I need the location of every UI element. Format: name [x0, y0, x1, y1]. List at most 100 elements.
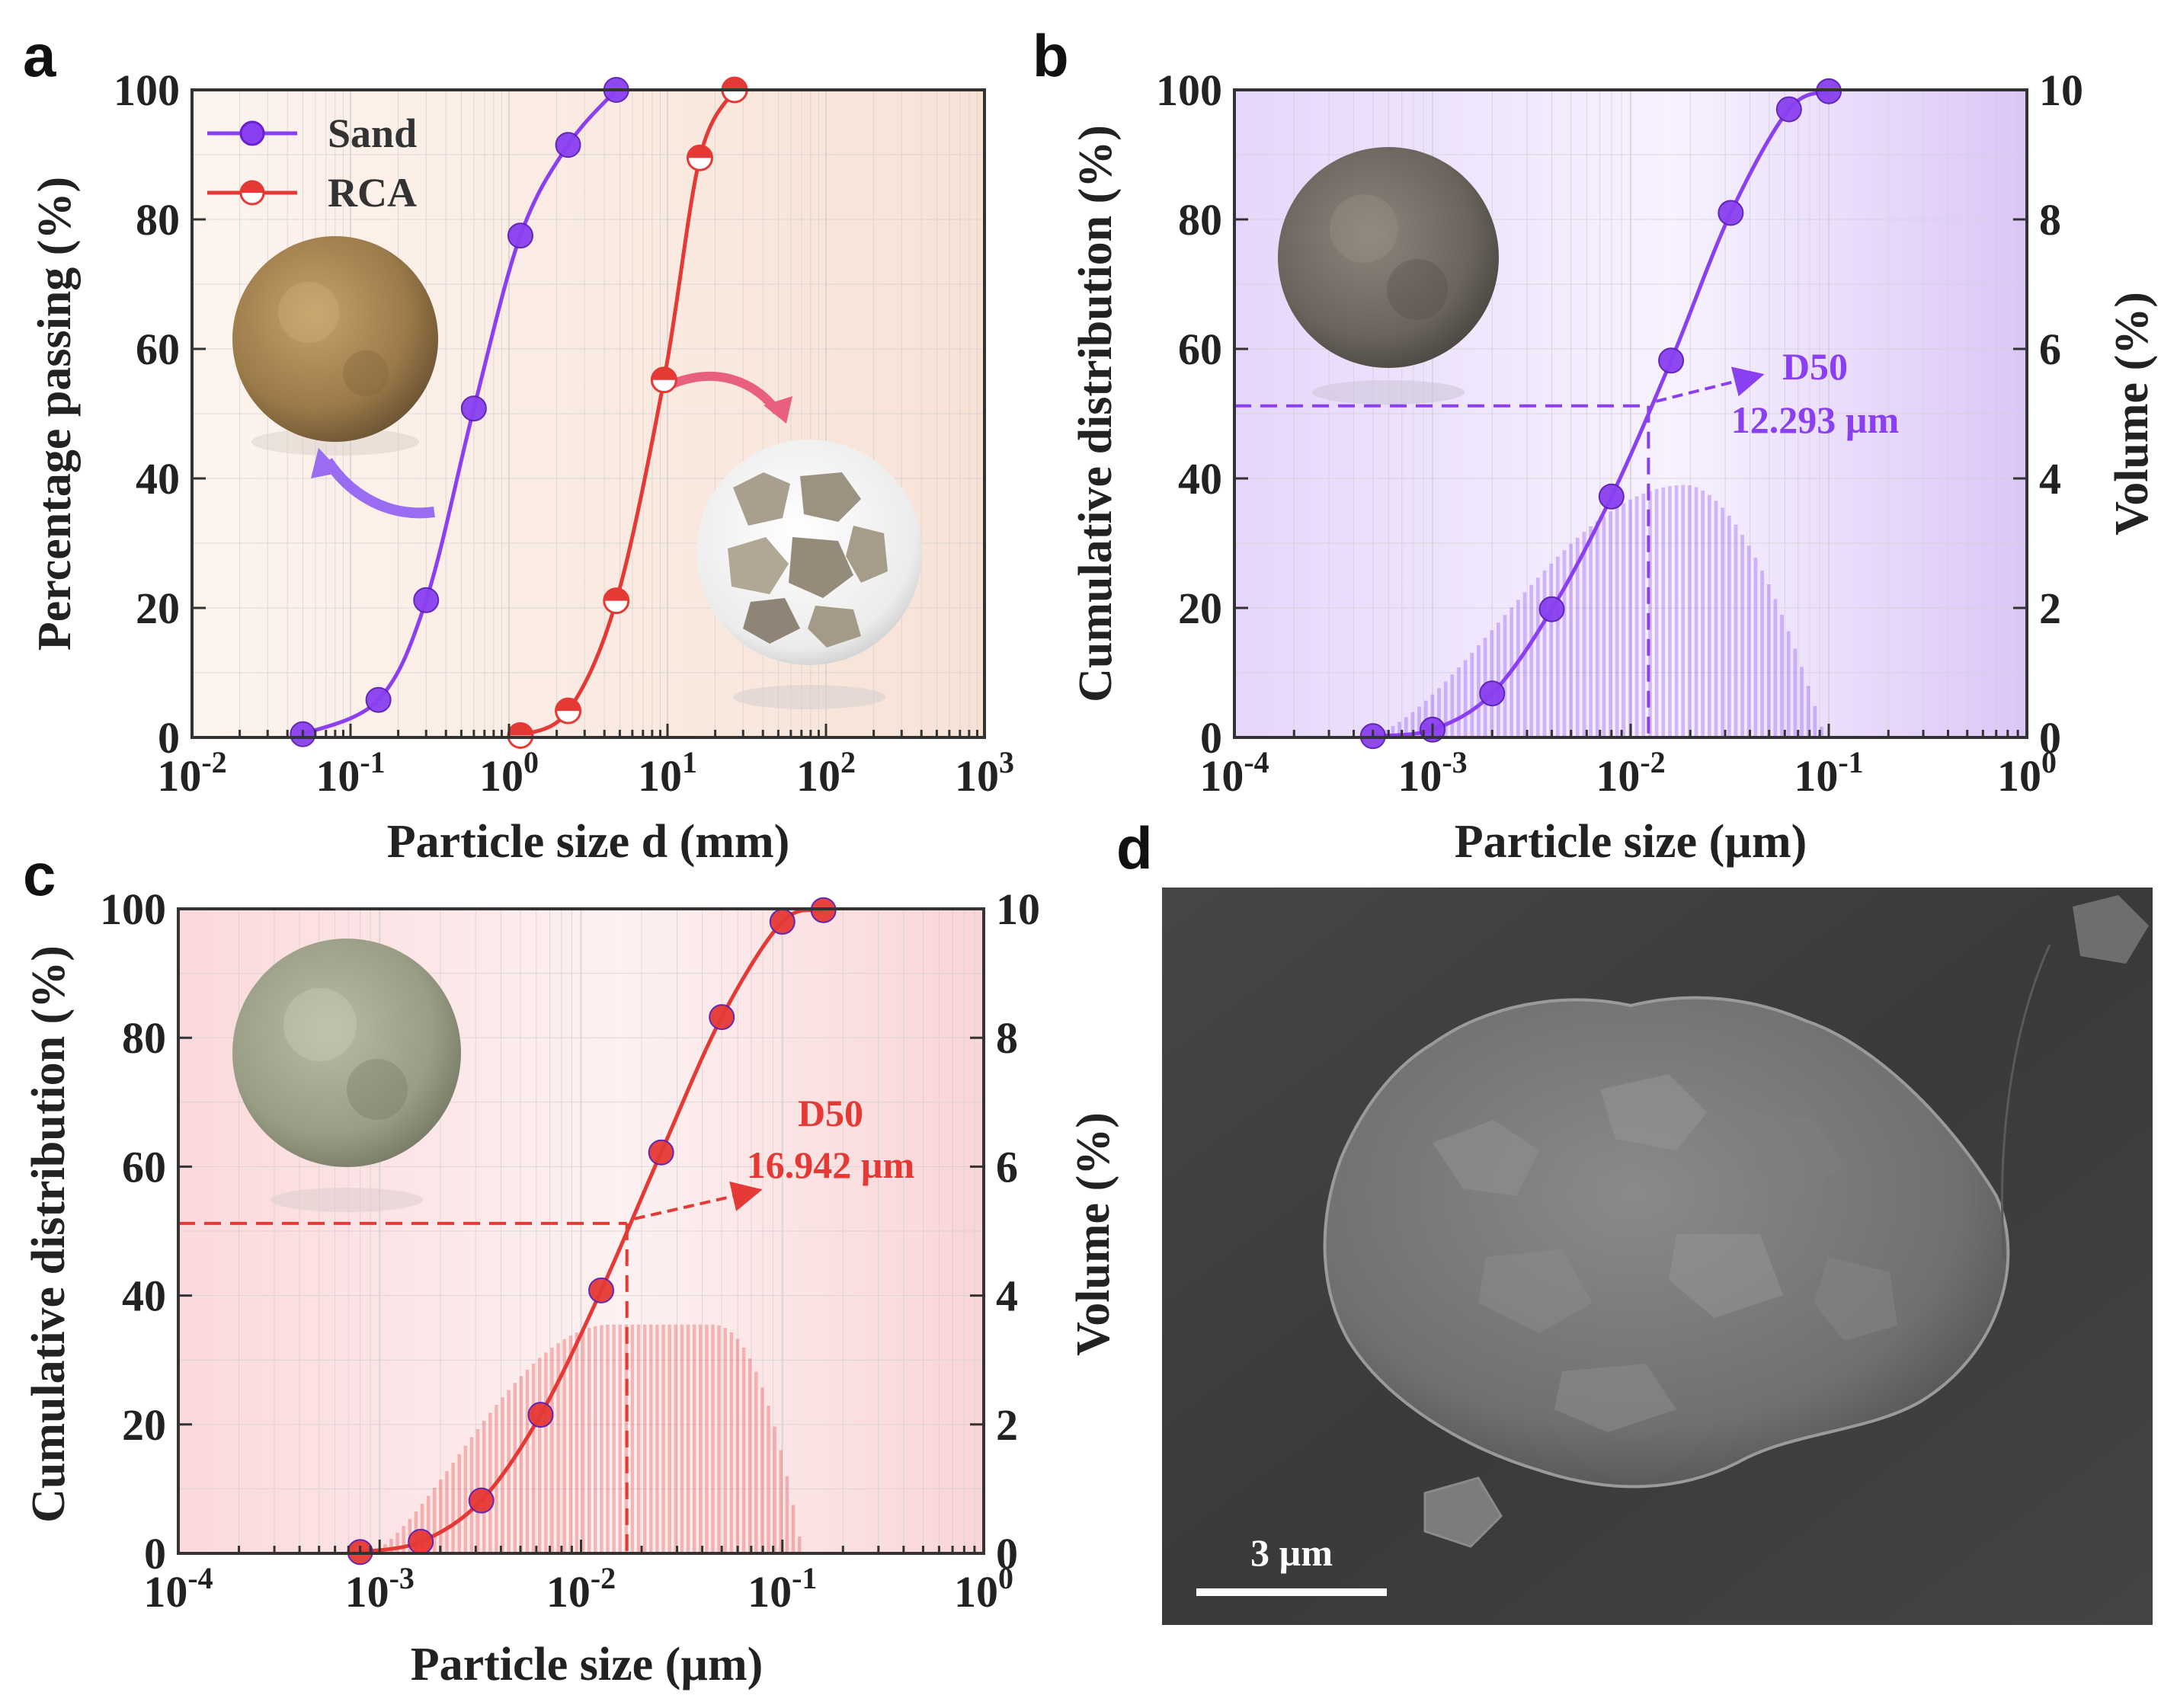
volume-bar	[642, 1324, 647, 1553]
sand-series-point	[555, 132, 581, 158]
volume-bar	[649, 1324, 653, 1553]
plot-frame-a	[190, 88, 986, 739]
volume-bar	[1615, 507, 1619, 737]
volume-bar	[1443, 681, 1448, 737]
volume-bar	[525, 1369, 530, 1553]
powder-sample-image-b	[1278, 147, 1499, 405]
y-tick-label: 100	[114, 66, 180, 115]
sem-particle-image	[1323, 895, 2149, 1548]
volume-bar	[1602, 516, 1606, 737]
rca-sample-image	[696, 440, 922, 709]
y2-axis-label-b: Volume (%)	[2106, 292, 2158, 536]
panel-letter-a: a	[23, 22, 56, 89]
rca-series-point-fill	[555, 699, 581, 712]
volume-bar	[606, 1324, 610, 1553]
volume-bar	[488, 1412, 492, 1553]
volume-bar	[507, 1390, 511, 1553]
panel-letter-b: b	[1032, 22, 1069, 89]
y2-axis-label-c: Volume (%)	[1068, 1112, 1119, 1356]
cumulative-series-c-point	[709, 1004, 735, 1031]
rca-series-point-fill	[507, 723, 533, 736]
cumulative-series-b-point	[1538, 596, 1565, 622]
volume-bar	[1384, 730, 1388, 737]
d50-label-b: D50	[1782, 345, 1848, 388]
volume-bar	[426, 1495, 431, 1553]
volume-bar	[1417, 706, 1421, 737]
volume-bar	[1806, 686, 1810, 737]
volume-bar	[618, 1324, 622, 1553]
legend-label-rca: RCA	[328, 170, 417, 216]
volume-bar	[1694, 487, 1698, 737]
sand-series-point	[365, 686, 392, 713]
volume-bar	[785, 1476, 789, 1553]
volume-bar	[1707, 494, 1711, 737]
cumulative-series-c-point	[648, 1139, 674, 1166]
panel-b: b D50 12.293 µm 10-4 10-3 10-2 10-1 10002040…	[1032, 22, 2158, 868]
y-tick-label: 40	[1178, 454, 1222, 504]
volume-bar	[692, 1324, 696, 1553]
volume-bar	[797, 1536, 802, 1553]
y2-tick-label: 0	[996, 1529, 1018, 1578]
volume-bar	[612, 1324, 616, 1553]
curves-a	[290, 76, 748, 749]
y-tick-label: 20	[122, 1400, 166, 1450]
volume-bar	[1477, 645, 1481, 737]
volume-bar	[717, 1325, 721, 1553]
volume-bar	[668, 1324, 671, 1553]
y2-tick-label: 4	[996, 1271, 1018, 1321]
y-axis-label-a: Percentage passing (%)	[29, 177, 81, 651]
volume-bar	[1470, 652, 1474, 737]
y-tick-label: 20	[136, 584, 180, 633]
legend-marker-sand	[239, 120, 265, 146]
volume-bar	[655, 1324, 659, 1553]
y-tick-label: 40	[136, 454, 180, 504]
volume-bar	[1813, 705, 1817, 737]
volume-bar	[729, 1332, 734, 1553]
volume-bar	[433, 1487, 437, 1553]
volume-bar	[1773, 599, 1778, 737]
volume-bar	[1714, 501, 1718, 737]
cumulative-series-c-point	[408, 1528, 434, 1555]
volume-bar	[550, 1347, 554, 1553]
d50-annotation-b	[1234, 366, 1765, 737]
rca-series-point-fill	[651, 367, 677, 380]
volume-bar	[1450, 674, 1455, 737]
volume-bar	[538, 1358, 542, 1553]
sand-sample-image	[232, 236, 438, 456]
volume-bar	[1674, 485, 1679, 737]
volume-bar	[1582, 532, 1586, 737]
x-tick-label: 10-1	[1794, 745, 1863, 801]
volume-bar	[1746, 545, 1751, 737]
cumulative-series-b-point	[1658, 347, 1685, 374]
x-tick-label: 10-2	[546, 1561, 616, 1617]
volume-bar	[581, 1329, 585, 1553]
rca-arrow-head	[764, 396, 792, 424]
volume-bar	[1589, 526, 1593, 737]
volume-bar	[1820, 726, 1823, 737]
y-axis-label-c: Cumulative distribution (%)	[23, 945, 75, 1523]
volume-bar	[1721, 507, 1725, 737]
volume-bar	[544, 1352, 548, 1553]
d50-label-c: D50	[798, 1092, 863, 1134]
volume-bar	[680, 1324, 684, 1553]
volume-bar	[1786, 631, 1791, 737]
volume-bar	[754, 1371, 758, 1553]
cumulative-series-b-line	[1372, 89, 1830, 738]
x-tick-label: 10-4	[1199, 745, 1269, 801]
rca-series-point-fill	[603, 588, 629, 601]
volume-bar	[1760, 570, 1764, 737]
volume-bar	[1654, 488, 1659, 737]
volume-bar	[1753, 557, 1758, 737]
x-tick-label: 10-2	[1596, 745, 1665, 801]
ticks-a: 10-2 10-1 100 101 102 103 0 20 40 60 80 100	[114, 66, 1014, 801]
x-tick-label: 100	[1997, 745, 2057, 801]
x-tick-label: 100	[954, 1561, 1013, 1617]
cumulative-series-c-line	[360, 907, 824, 1554]
volume-bar	[711, 1324, 715, 1553]
volume-bar	[575, 1332, 579, 1553]
x-tick-label: 10-1	[315, 745, 385, 801]
volume-bar	[1535, 577, 1540, 737]
volume-bar	[748, 1358, 752, 1553]
